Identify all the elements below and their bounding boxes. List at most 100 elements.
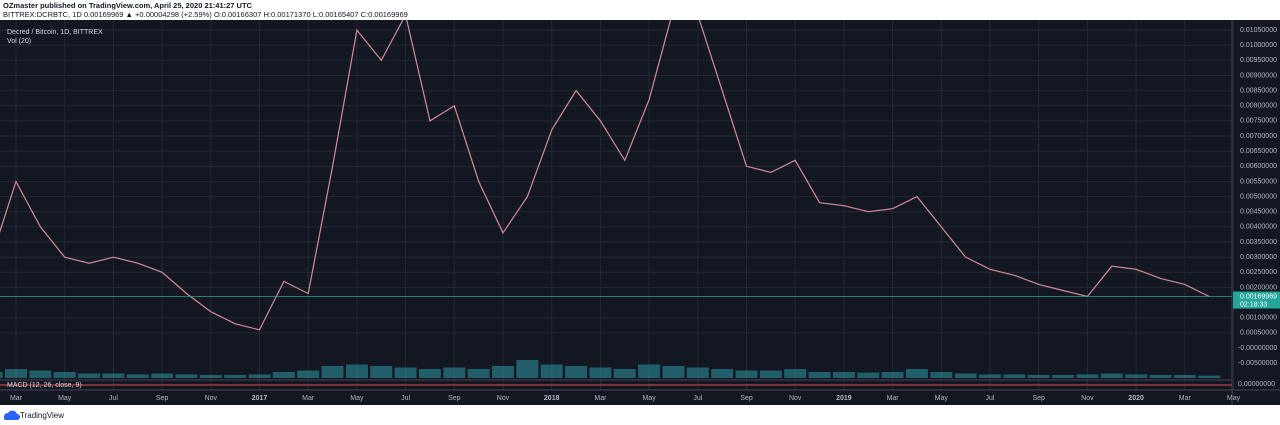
volume-bar: [321, 366, 344, 378]
volume-label: Vol (20): [7, 38, 31, 45]
y-tick-label: 0.00700000: [1240, 133, 1277, 140]
y-tick-label: 0.00900000: [1240, 72, 1277, 79]
volume-bar: [492, 366, 514, 378]
grid: [0, 20, 1234, 390]
volume-bar: [1198, 375, 1221, 378]
volume-bar: [638, 364, 661, 378]
volume-bar: [1052, 375, 1075, 378]
last-price-box: [1233, 291, 1280, 309]
pane-label: -0.00500000: [1238, 360, 1277, 367]
volume-bar: [589, 367, 612, 378]
x-tick-label: Nov: [497, 395, 510, 402]
header-bg: [0, 0, 1280, 20]
volume-bar: [126, 374, 149, 378]
x-tick-label: 2017: [252, 395, 268, 402]
volume-bar: [759, 370, 782, 378]
volume-bar: [29, 370, 52, 378]
volume-bar: [881, 372, 904, 378]
y-tick-label: 0.00400000: [1240, 224, 1277, 231]
volume-bar: [857, 372, 880, 378]
y-tick-label: 0.00300000: [1240, 254, 1277, 261]
y-tick-label: 0.00250000: [1240, 269, 1277, 276]
volume-bar: [443, 367, 466, 378]
volume-bar: [418, 369, 441, 378]
y-tick-label: 0.00850000: [1240, 87, 1277, 94]
price-line: [0, 20, 1210, 331]
y-tick-label: 0.00800000: [1240, 103, 1277, 110]
volume-bar: [370, 366, 393, 378]
volume-bar: [5, 369, 27, 378]
y-tick-label: 0.00750000: [1240, 118, 1277, 125]
volume-bar: [297, 370, 320, 378]
volume-bar: [467, 369, 490, 378]
x-tick-label: May: [350, 395, 364, 402]
x-tick-label: Sep: [1032, 395, 1045, 402]
volume-bar: [1125, 374, 1148, 378]
countdown: 02:18:33: [1240, 301, 1267, 308]
x-tick-label: 2018: [544, 395, 560, 402]
x-tick-label: Jul: [401, 395, 410, 402]
plot: [0, 20, 1221, 378]
y-tick-label: 0.00650000: [1240, 148, 1277, 155]
volume-bar: [711, 369, 734, 378]
volume-bar: [930, 372, 953, 378]
volume-bar: [0, 372, 3, 378]
x-tick-label: Nov: [205, 395, 218, 402]
volume-bar: [565, 366, 588, 378]
x-tick-label: Mar: [594, 395, 607, 402]
x-tick-label: Jul: [986, 395, 995, 402]
x-tick-label: May: [1227, 395, 1241, 402]
volume-bar: [272, 372, 295, 378]
volume-bar: [784, 369, 807, 378]
pane-label: -0.00000000: [1238, 345, 1277, 352]
volume-bar: [613, 369, 636, 378]
x-tick-label: May: [935, 395, 949, 402]
volume-bar: [808, 372, 831, 378]
x-tick-label: Nov: [789, 395, 802, 402]
volume-bar: [175, 374, 198, 378]
y-tick-label: 0.01050000: [1240, 27, 1277, 34]
volume-bar: [516, 360, 539, 378]
brand: TradingView: [20, 411, 64, 420]
x-tick-label: Jul: [109, 395, 118, 402]
chart-title: Decred / Bitcoin, 1D, BITTREX: [7, 29, 103, 36]
x-tick-label: Mar: [302, 395, 315, 402]
x-tick-label: May: [58, 395, 72, 402]
volume-bar: [905, 369, 928, 378]
volume-bar: [1027, 375, 1050, 378]
footer-bg: [0, 405, 1280, 425]
volume-bar: [1003, 374, 1026, 378]
volume-bar: [102, 373, 125, 378]
y-tick-label: 0.01000000: [1240, 42, 1277, 49]
x-tick-label: May: [642, 395, 656, 402]
symbol-line: BITTREX:DCRBTC, 1D 0.00169969 ▲ +0.00004…: [3, 10, 408, 19]
publisher: OZmaster published on TradingView.com, A…: [3, 1, 253, 10]
volume-bar: [735, 370, 758, 378]
x-tick-label: Mar: [887, 395, 900, 402]
pane-label: 0.00000000: [1238, 381, 1275, 388]
volume-bar: [1173, 375, 1196, 378]
y-tick-label: 0.00450000: [1240, 209, 1277, 216]
volume-bar: [345, 364, 368, 378]
x-tick-label: Mar: [1179, 395, 1192, 402]
y-tick-label: 0.00600000: [1240, 163, 1277, 170]
volume-bar: [662, 366, 685, 378]
x-tick-label: Mar: [10, 395, 23, 402]
last-price-label: 0.00169969: [1240, 293, 1277, 300]
volume-bar: [199, 375, 222, 378]
x-tick-label: 2020: [1128, 395, 1144, 402]
chart-bg: [0, 20, 1280, 405]
x-tick-label: Nov: [1081, 395, 1094, 402]
volume-bar: [979, 374, 1001, 378]
volume-bar: [53, 372, 76, 378]
volume-bar: [151, 373, 174, 378]
x-tick-label: 2019: [836, 395, 852, 402]
y-tick-label: 0.00100000: [1240, 315, 1277, 322]
volume-bar: [224, 375, 247, 378]
volume-bar: [832, 372, 855, 378]
volume-bar: [954, 373, 977, 378]
x-tick-label: Jul: [693, 395, 702, 402]
y-tick-label: 0.00350000: [1240, 239, 1277, 246]
volume-bar: [394, 367, 417, 378]
